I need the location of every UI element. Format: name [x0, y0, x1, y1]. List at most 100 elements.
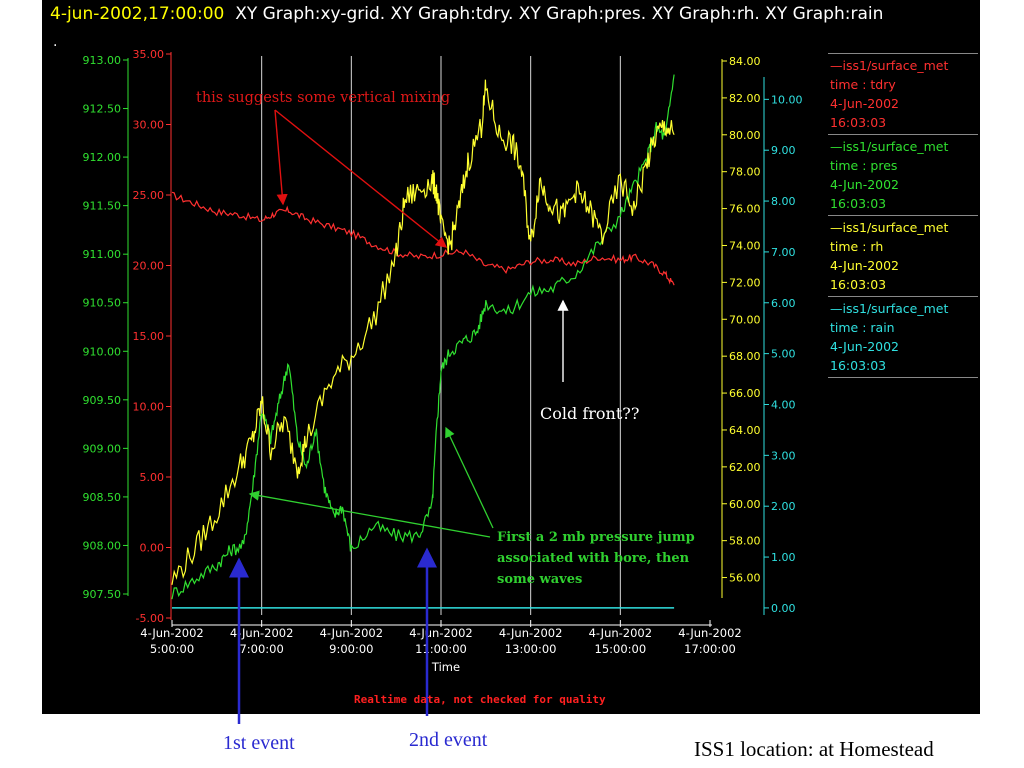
legend-source: —iss1/surface_met: [830, 220, 949, 235]
rh-tick-label: 56.00: [729, 572, 761, 585]
legend-var: time : pres: [830, 158, 898, 173]
x-tick-label-time: 13:00:00: [505, 642, 557, 656]
arrow-pressure-jump-2: [445, 426, 494, 529]
series-line-rh: [171, 79, 675, 585]
legend-end-rule: [828, 377, 978, 379]
tdry-tick-label: -5.00: [136, 612, 164, 625]
rh-tick-label: 60.00: [729, 498, 761, 511]
legend-time: 16:03:03: [830, 277, 887, 292]
legend-source: —iss1/surface_met: [830, 58, 949, 73]
legend-var: time : tdry: [830, 77, 896, 92]
rh-tick-label: 62.00: [729, 461, 761, 474]
rh-tick-label: 72.00: [729, 276, 761, 289]
tdry-tick-label: 0.00: [140, 542, 165, 555]
pres-tick-label: 907.50: [83, 588, 122, 601]
rain-tick-label: 2.00: [771, 500, 796, 513]
rh-tick-label: 80.00: [729, 129, 761, 142]
x-tick-label-date: 4-Jun-2002: [140, 626, 204, 640]
pres-tick-label: 911.50: [83, 200, 122, 213]
arrow-vertical-mixing-2: [274, 109, 448, 248]
legend-date: 4-Jun-2002: [830, 96, 900, 111]
annotation-pressure-jump-line: associated with bore, then: [497, 551, 690, 566]
pres-tick-label: 912.50: [83, 103, 122, 116]
rain-tick-label: 7.00: [771, 246, 796, 259]
annotation-vertical-mixing: this suggests some vertical mixing: [196, 90, 450, 106]
rain-tick-label: 0.00: [771, 602, 796, 615]
axes-layer: 4-Jun-2002 5:00:00 4-Jun-2002 7:00:00 4-Jun-…: [83, 48, 803, 656]
x-tick-label-time: 17:00:00: [684, 642, 736, 656]
x-tick-label-date: 4-Jun-2002: [678, 626, 742, 640]
arrow-pressure-jump-1: [248, 490, 491, 538]
x-tick-label-date: 4-Jun-2002: [320, 626, 384, 640]
series-layer: [171, 74, 675, 609]
legend: —iss1/surface_met time : tdry 4-Jun-2002 16…: [828, 53, 978, 379]
legend-source: —iss1/surface_met: [830, 139, 949, 154]
series-line-tdry: [171, 191, 675, 286]
first-event-label: 1st event: [223, 732, 295, 754]
pres-tick-label: 908.50: [83, 491, 122, 504]
graph-title: 4-jun-2002,17:00:00 XY Graph:xy-grid. XY…: [50, 4, 883, 24]
tdry-tick-label: 15.00: [133, 330, 165, 343]
legend-time: 16:03:03: [830, 358, 887, 373]
location-label: ISS1 location: at Homestead: [694, 737, 934, 761]
legend-date: 4-Jun-2002: [830, 258, 900, 273]
tdry-tick-label: 35.00: [133, 48, 165, 61]
pres-tick-label: 909.50: [83, 394, 122, 407]
pres-tick-label: 909.00: [83, 442, 122, 455]
header-dot: .: [53, 34, 58, 50]
x-tick-label-date: 4-Jun-2002: [230, 626, 294, 640]
pres-tick-label: 910.50: [83, 297, 122, 310]
grid-layer: [261, 56, 621, 615]
legend-time: 16:03:03: [830, 196, 887, 211]
annotation-pressure-jump-line: some waves: [497, 572, 582, 587]
legend-var: time : rain: [830, 320, 895, 335]
rh-tick-label: 70.00: [729, 313, 761, 326]
annotation-layer: this suggests some vertical mixing Cold f…: [196, 90, 695, 724]
arrow-vertical-mixing-1: [274, 109, 288, 206]
series-line-pres: [171, 74, 675, 600]
rain-tick-label: 8.00: [771, 195, 796, 208]
rain-tick-label: 9.00: [771, 144, 796, 157]
rh-tick-label: 84.00: [729, 55, 761, 68]
header-graph-list: XY Graph:xy-grid. XY Graph:tdry. XY Grap…: [235, 4, 884, 24]
x-tick-label-date: 4-Jun-2002: [499, 626, 563, 640]
rh-tick-label: 78.00: [729, 166, 761, 179]
legend-var: time : rh: [830, 239, 884, 254]
legend-date: 4-Jun-2002: [830, 177, 900, 192]
rh-tick-label: 74.00: [729, 239, 761, 252]
header-timestamp: 4-jun-2002,17:00:00: [50, 4, 225, 24]
rh-tick-label: 64.00: [729, 424, 761, 437]
legend-date: 4-Jun-2002: [830, 339, 900, 354]
x-tick-label-time: 5:00:00: [150, 642, 194, 656]
rh-tick-label: 68.00: [729, 350, 761, 363]
x-tick-label-time: 9:00:00: [329, 642, 373, 656]
rain-tick-label: 5.00: [771, 348, 796, 361]
rain-tick-label: 10.00: [771, 93, 803, 106]
quality-note: Realtime data, not checked for quality: [354, 693, 606, 706]
rh-tick-label: 58.00: [729, 535, 761, 548]
annotation-cold-front: Cold front??: [540, 404, 639, 423]
rain-tick-label: 6.00: [771, 297, 796, 310]
rain-tick-label: 4.00: [771, 398, 796, 411]
tdry-tick-label: 30.00: [133, 119, 165, 132]
x-tick-label-time: 11:00:00: [415, 642, 467, 656]
pres-tick-label: 912.00: [83, 151, 122, 164]
x-axis-label: Time: [431, 660, 460, 674]
x-tick-label-time: 15:00:00: [595, 642, 647, 656]
tdry-tick-label: 25.00: [133, 189, 165, 202]
annotation-pressure-jump-line: First a 2 mb pressure jump: [497, 530, 695, 545]
legend-time: 16:03:03: [830, 115, 887, 130]
tdry-tick-label: 20.00: [133, 260, 165, 273]
pres-tick-label: 911.00: [83, 248, 122, 261]
rh-tick-label: 82.00: [729, 92, 761, 105]
rain-tick-label: 3.00: [771, 449, 796, 462]
tdry-tick-label: 10.00: [133, 401, 165, 414]
tdry-tick-label: 5.00: [140, 471, 165, 484]
pres-tick-label: 913.00: [83, 54, 122, 67]
legend-source: —iss1/surface_met: [830, 301, 949, 316]
second-event-label: 2nd event: [409, 729, 488, 751]
